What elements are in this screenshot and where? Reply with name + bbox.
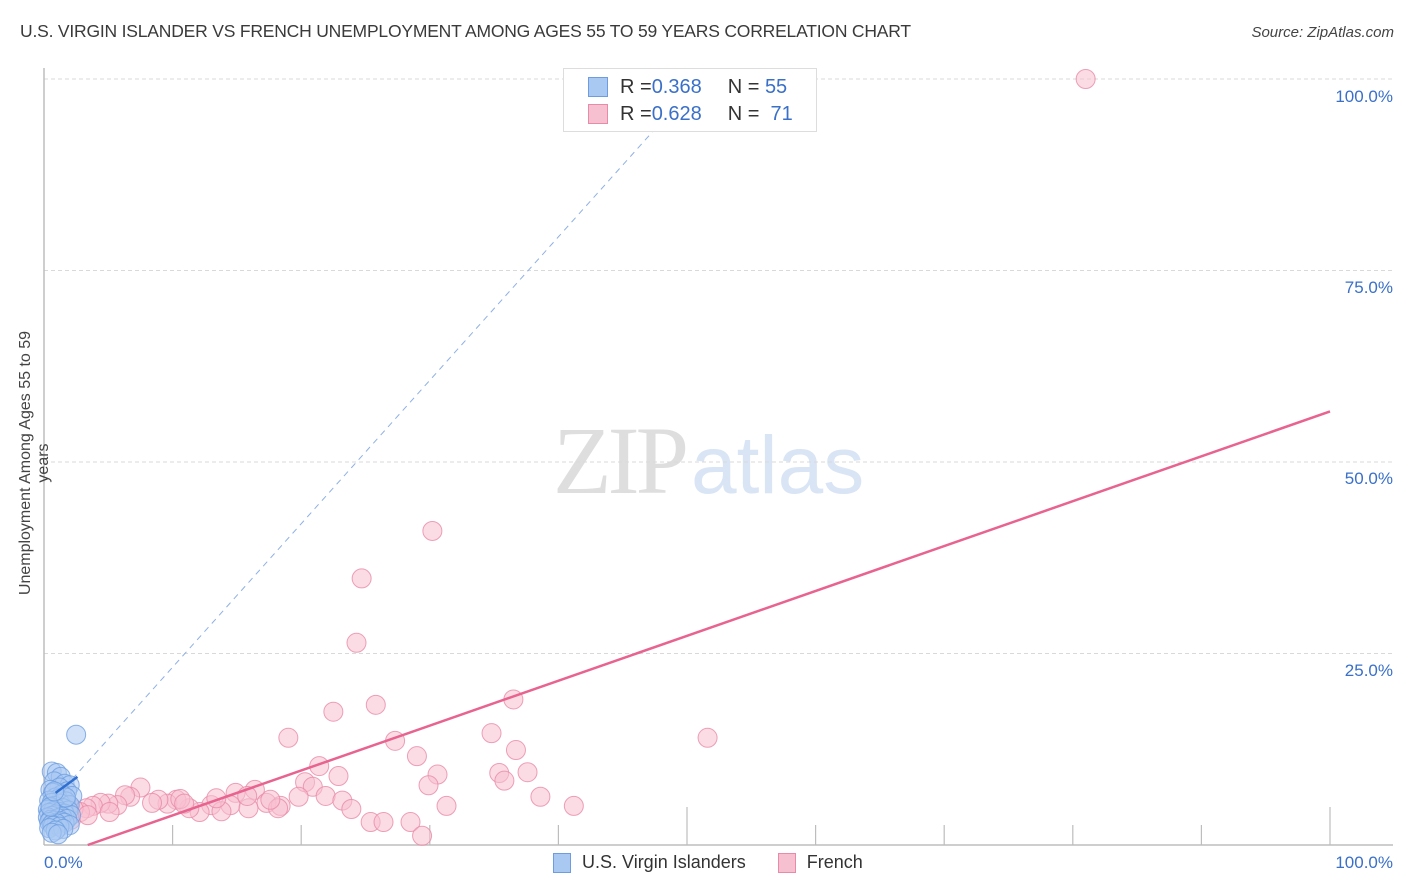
french-data-point (323, 701, 344, 722)
french-data-point (341, 798, 362, 819)
french-data-point (436, 795, 457, 816)
virgin-islanders-swatch (588, 77, 608, 97)
virgin-islanders-trend-dashed (71, 78, 701, 780)
gridlines (44, 78, 1393, 654)
virgin-islanders-trendline (54, 775, 79, 794)
axes (43, 68, 1393, 846)
virgin-islanders-points (37, 724, 87, 845)
french-data-point (260, 789, 281, 810)
french-data-point (365, 694, 386, 715)
french-data-point (494, 770, 515, 791)
virgin-islanders-trendline-extension (71, 78, 701, 780)
french-data-point (412, 825, 433, 846)
watermark-zip: ZIP (553, 407, 689, 514)
french-data-point (517, 762, 538, 783)
french-legend-swatch (777, 852, 796, 873)
legend-label: U.S. Virgin Islanders (582, 852, 746, 872)
french-data-point (346, 632, 367, 653)
legend-item-french[interactable]: French (777, 852, 863, 873)
n-value: 55 (764, 75, 788, 98)
french-data-point (351, 568, 372, 589)
n-value: 71 (764, 102, 793, 125)
french-data-point (142, 792, 163, 813)
r-value: 0.368 (651, 75, 702, 98)
legend-item-virgin-islanders[interactable]: U.S. Virgin Islanders (553, 852, 746, 873)
french-data-point (278, 727, 299, 748)
french-data-point (373, 812, 394, 833)
french-points (41, 69, 1096, 846)
r-value: 0.628 (651, 102, 702, 125)
french-data-point (505, 740, 526, 761)
watermark: ZIPatlas (553, 405, 864, 516)
virgin-islanders-data-point (48, 824, 69, 845)
virgin-islanders-data-point (44, 781, 65, 802)
french-swatch (588, 104, 608, 124)
french-data-point (530, 786, 551, 807)
chart-title: U.S. VIRGIN ISLANDER VS FRENCH UNEMPLOYM… (20, 21, 911, 41)
series-legend: U.S. Virgin Islanders French (553, 852, 895, 873)
watermark-atlas: atlas (691, 420, 865, 511)
french-data-point (288, 786, 309, 807)
trendlines (54, 410, 1331, 847)
french-data-point (697, 727, 718, 748)
x-tick-min: 0.0% (44, 853, 83, 872)
y-tick-100: 100.0% (1335, 87, 1393, 106)
source-credit: Source: ZipAtlas.com (1251, 24, 1394, 41)
y-tick-25: 25.0% (1344, 661, 1393, 680)
n-label: N = (727, 75, 765, 98)
french-data-point (315, 785, 336, 806)
french-data-point (1075, 69, 1096, 89)
french-data-point (328, 766, 349, 787)
y-axis-label: Unemployment Among Ages 55 to 59 years (17, 330, 52, 596)
french-data-point (77, 805, 98, 826)
virgin-islanders-data-point (66, 724, 87, 745)
french-data-point (418, 775, 439, 796)
x-tick-max: 100.0% (1335, 853, 1393, 872)
virgin-islanders-legend-swatch (553, 852, 571, 873)
french-data-point (400, 812, 421, 833)
stats-row-french: R = 0.628 N = 71 (588, 102, 793, 126)
french-data-point (563, 795, 584, 816)
french-data-point (406, 746, 427, 767)
n-label: N = (727, 102, 765, 125)
legend-label: French (806, 852, 863, 872)
r-label: R = (620, 75, 652, 98)
french-trendline (87, 410, 1331, 847)
french-data-point (481, 723, 502, 744)
stats-row-virgin-islanders: R = 0.368 N = 55 (588, 75, 787, 99)
french-data-point (422, 520, 443, 541)
y-tick-75: 75.0% (1344, 278, 1393, 297)
y-tick-50: 50.0% (1344, 469, 1393, 488)
r-label: R = (620, 102, 652, 125)
french-data-point (99, 802, 120, 823)
stats-legend: R = 0.368 N = 55 R = 0.628 N = 71 (563, 68, 817, 132)
